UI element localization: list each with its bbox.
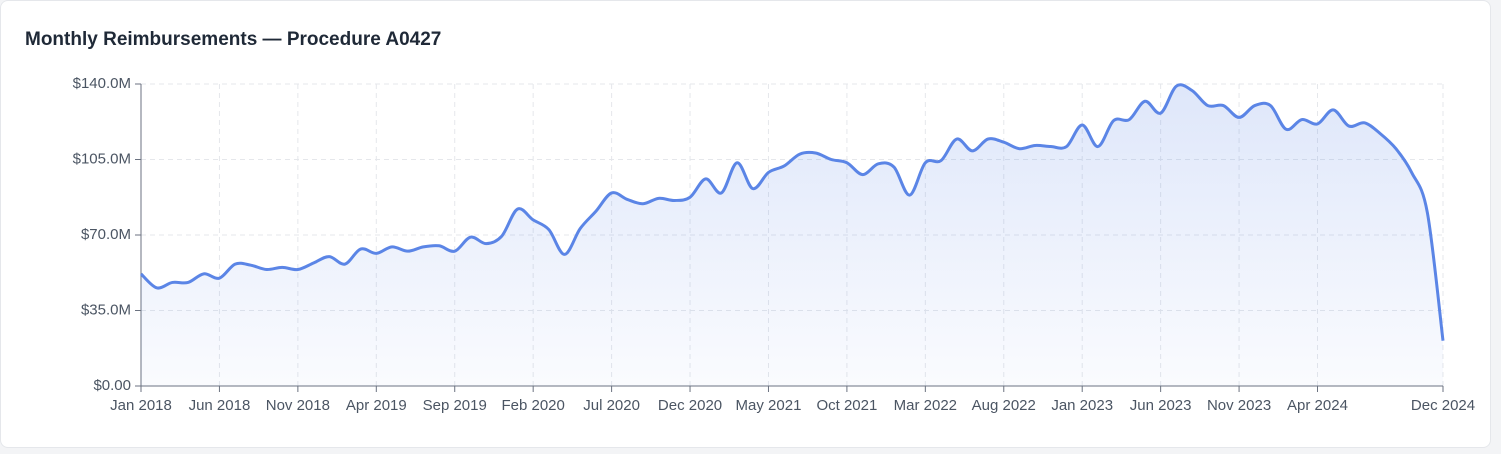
y-tick-label: $140.0M <box>73 75 131 92</box>
y-tick-label: $105.0M <box>73 150 131 167</box>
area-fill <box>141 84 1443 386</box>
x-tick-label: Jun 2023 <box>1130 397 1192 414</box>
x-tick-label: Apr 2024 <box>1287 397 1348 414</box>
chart-title: Monthly Reimbursements — Procedure A0427 <box>25 29 442 50</box>
x-tick-label: May 2021 <box>736 397 802 414</box>
x-tick-label: Jan 2018 <box>110 397 172 414</box>
x-tick-label: Aug 2022 <box>972 397 1036 414</box>
x-tick-label: Oct 2021 <box>816 397 877 414</box>
x-tick-label: Jun 2018 <box>189 397 251 414</box>
x-tick-label: Mar 2022 <box>894 397 957 414</box>
line <box>139 83 1445 341</box>
x-tick-label: Nov 2023 <box>1207 397 1271 414</box>
x-tick-label: Feb 2020 <box>501 397 564 414</box>
x-tick-label: Jul 2020 <box>583 397 640 414</box>
x-tick-label: Nov 2018 <box>266 397 330 414</box>
y-tick-label: $70.0M <box>81 226 131 243</box>
x-tick-label: Dec 2020 <box>658 397 722 414</box>
x-tick-label: Dec 2024 <box>1411 397 1475 414</box>
y-tick-label: $35.0M <box>81 301 131 318</box>
y-tick-label: $0.00 <box>93 377 131 394</box>
x-tick-label: Jan 2023 <box>1051 397 1113 414</box>
x-tick-label: Sep 2019 <box>423 397 487 414</box>
x-tick-label: Apr 2019 <box>346 397 407 414</box>
